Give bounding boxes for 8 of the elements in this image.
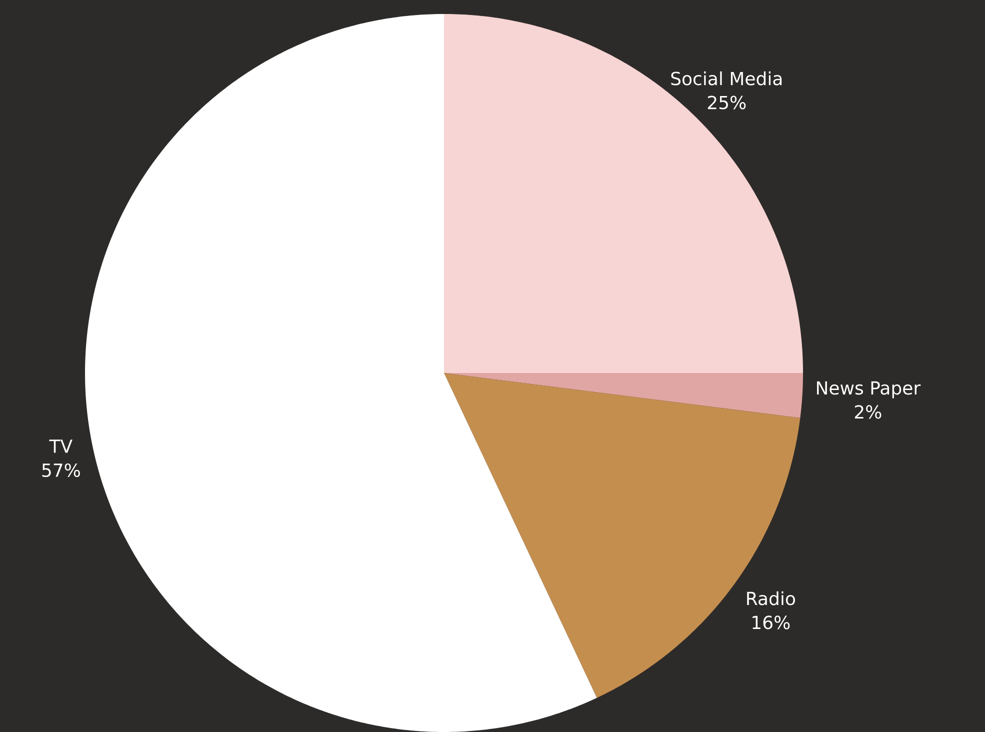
data-label: 25% — [708, 96, 746, 110]
slice-label: TV — [49, 440, 72, 453]
slice-label: Social Media — [671, 71, 782, 86]
data-label: 57% — [42, 463, 80, 478]
slice-label: Radio — [747, 591, 795, 606]
data-label: 2% — [854, 405, 882, 419]
data-label: 16% — [752, 616, 790, 630]
slice-label: News Paper — [817, 381, 921, 398]
